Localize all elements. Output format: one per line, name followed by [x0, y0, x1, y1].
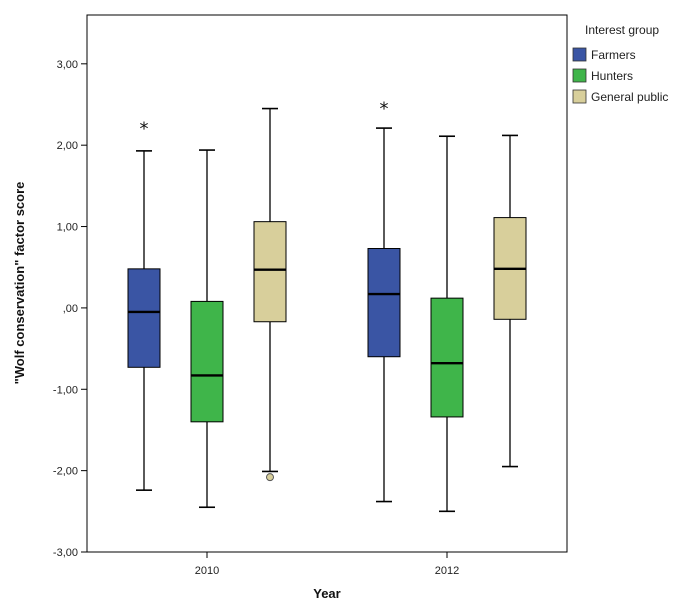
x-axis: 2010 2012 [195, 552, 459, 577]
y-tick-label: ,00 [63, 303, 78, 315]
iqr-box [368, 249, 400, 357]
outlier-point [267, 474, 274, 481]
legend-swatch [573, 48, 586, 61]
legend-title: Interest group [585, 23, 659, 37]
y-tick-label: -2,00 [53, 466, 78, 478]
y-tick-label: -3,00 [53, 547, 78, 559]
y-tick-label: -1,00 [53, 384, 78, 396]
x-axis-title: Year [313, 586, 340, 601]
iqr-box [128, 269, 160, 367]
y-axis-title: "Wolf conservation" factor score [12, 182, 27, 385]
iqr-box [191, 301, 223, 421]
y-tick-label: 2,00 [57, 140, 78, 152]
iqr-box [431, 298, 463, 417]
y-tick-label: 1,00 [57, 222, 78, 234]
x-tick-label: 2012 [435, 565, 459, 577]
y-axis: -3,00 -2,00 -1,00 ,00 1,00 2,00 3,00 [53, 59, 87, 559]
extreme-point: * [380, 98, 389, 119]
legend: Interest group Farmers Hunters General pub… [573, 23, 668, 104]
iqr-box [254, 222, 286, 322]
legend-label: Farmers [591, 48, 636, 62]
extreme-point: * [140, 119, 149, 140]
legend-label: General public [591, 90, 668, 104]
y-tick-label: 3,00 [57, 59, 78, 71]
legend-swatch [573, 69, 586, 82]
legend-label: Hunters [591, 69, 633, 83]
x-tick-label: 2010 [195, 565, 219, 577]
legend-swatch [573, 90, 586, 103]
